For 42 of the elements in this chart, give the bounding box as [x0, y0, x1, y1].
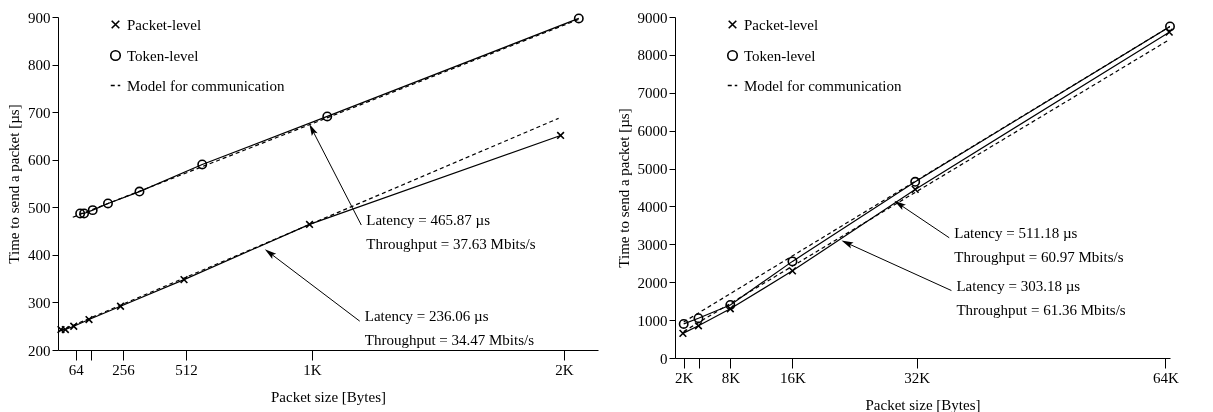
legend-label: Model for communication — [744, 77, 902, 94]
y-tick-label: 700 — [28, 104, 51, 121]
annotation: Latency = 236.06 µs Throughput = 34.47 Mbits/s — [364, 308, 535, 349]
y-tick-label: 6000 — [637, 123, 668, 140]
y-tick-label: 800 — [28, 57, 51, 74]
x-tick-label: 8K — [721, 369, 741, 386]
y-tick-label: 0 — [660, 350, 668, 367]
x-tick-label: 1K — [303, 361, 322, 378]
y-axis-title: Time to send a packet [µs] — [615, 108, 632, 268]
legend-label: Packet-level — [744, 16, 819, 33]
y-tick-label: 8000 — [637, 47, 668, 64]
x-tick-label: 2K — [555, 361, 574, 378]
y-tick-label: 400 — [28, 247, 51, 264]
y-tick-label: 7000 — [637, 85, 668, 102]
x-axis-title: Packet size [Bytes] — [865, 396, 981, 412]
y-tick-label: 300 — [28, 294, 51, 311]
x-tick-label: 64 — [68, 361, 85, 378]
legend-label: Model for communication — [127, 77, 285, 94]
y-tick-label: 4000 — [637, 198, 668, 215]
y-tick-label: 1000 — [637, 312, 668, 329]
x-tick-label: 16K — [780, 369, 807, 386]
y-tick-label: 5000 — [637, 161, 668, 178]
annotation: Latency = 465.87 µs Throughput = 37.63 Mbits/s — [366, 212, 536, 253]
annotation: Latency = 303.18 µs Throughput = 61.36 Mbits/s — [956, 277, 1126, 318]
y-axis-title: Time to send a packet [µs] — [6, 104, 22, 264]
legend-label: Packet-level — [127, 16, 202, 33]
x-tick-label: 32K — [904, 369, 931, 386]
legend-label: Token-level — [744, 47, 816, 64]
x-tick-label: 2K — [675, 369, 694, 386]
y-tick-label: 200 — [28, 342, 51, 359]
annotation: Latency = 511.18 µs Throughput = 60.97 Mbits/s — [954, 224, 1124, 265]
y-tick-label: 900 — [28, 9, 51, 26]
y-tick-label: 3000 — [637, 236, 668, 253]
legend-label: Token-level — [127, 47, 199, 64]
y-tick-label: 9000 — [637, 9, 668, 26]
x-axis-title: Packet size [Bytes] — [271, 388, 386, 405]
x-tick-label: 256 — [112, 361, 136, 378]
y-tick-label: 600 — [28, 152, 51, 169]
y-tick-label: 500 — [28, 199, 51, 216]
x-tick-label: 512 — [175, 361, 198, 378]
y-tick-label: 2000 — [637, 274, 668, 291]
x-tick-label: 64K — [1152, 369, 1179, 386]
